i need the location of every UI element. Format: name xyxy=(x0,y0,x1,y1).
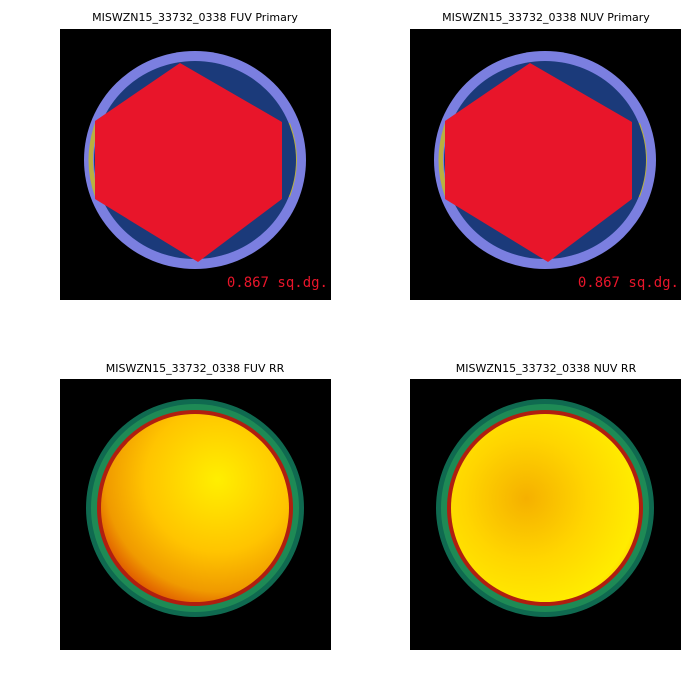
area-label: 0.867 sq.dg. xyxy=(578,275,679,291)
image xyxy=(60,29,331,300)
panel: MISWZN15_33732_0338 FUV Primary 0.867 sq… xyxy=(60,11,331,300)
image xyxy=(410,29,681,300)
image-disc xyxy=(101,414,289,602)
panel: MISWZN15_33732_0338 NUV RR xyxy=(410,362,681,650)
image-disc xyxy=(451,414,639,602)
panel-title: MISWZN15_33732_0338 NUV Primary xyxy=(442,11,650,24)
panel: MISWZN15_33732_0338 NUV Primary 0.867 sq… xyxy=(410,11,681,300)
panel-title: MISWZN15_33732_0338 FUV Primary xyxy=(92,11,298,24)
panel-title: MISWZN15_33732_0338 FUV RR xyxy=(106,362,285,375)
area-label: 0.867 sq.dg. xyxy=(227,275,328,291)
panel: MISWZN15_33732_0338 FUV RR xyxy=(60,362,331,650)
panel-title: MISWZN15_33732_0338 NUV RR xyxy=(456,362,637,375)
